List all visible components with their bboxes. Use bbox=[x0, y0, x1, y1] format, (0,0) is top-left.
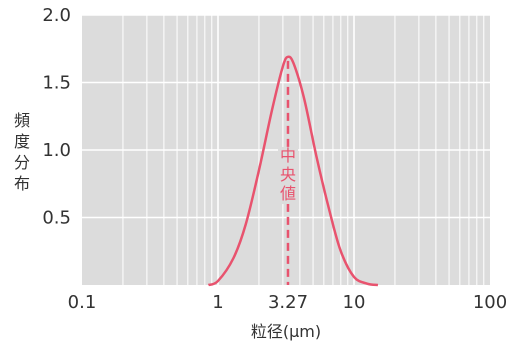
x-tick-label: 1 bbox=[212, 292, 223, 313]
median-label-bg bbox=[277, 185, 298, 204]
x-tick-label: 0.1 bbox=[68, 292, 97, 313]
median-layer: 中央値 bbox=[277, 60, 298, 285]
y-tick-label: 1.0 bbox=[42, 140, 71, 161]
y-axis-title-char: 頻 bbox=[14, 111, 30, 130]
distribution-curve bbox=[207, 55, 379, 287]
x-axis-title: 粒径(μm) bbox=[251, 322, 321, 341]
y-tick-label: 1.5 bbox=[42, 73, 71, 94]
y-axis-title-char: 分 bbox=[14, 153, 30, 172]
tick-labels: 0.1 1 3.27 10 100 0.5 1.0 1.5 2.0 bbox=[42, 5, 507, 313]
y-tick-label: 2.0 bbox=[42, 5, 71, 26]
y-axis-title-char: 布 bbox=[14, 174, 30, 193]
x-tick-label: 100 bbox=[473, 292, 507, 313]
median-label-char: 中 bbox=[280, 146, 296, 165]
y-tick-label: 0.5 bbox=[42, 208, 71, 229]
median-label-char: 値 bbox=[280, 184, 296, 203]
x-tick-label: 10 bbox=[343, 292, 366, 313]
median-label-bg bbox=[277, 166, 298, 185]
x-tick-label: 3.27 bbox=[268, 292, 308, 313]
median-label-char: 央 bbox=[280, 165, 296, 184]
y-axis-title-char: 度 bbox=[14, 132, 30, 151]
series-layer bbox=[207, 55, 379, 287]
median-label-bg bbox=[277, 147, 298, 166]
